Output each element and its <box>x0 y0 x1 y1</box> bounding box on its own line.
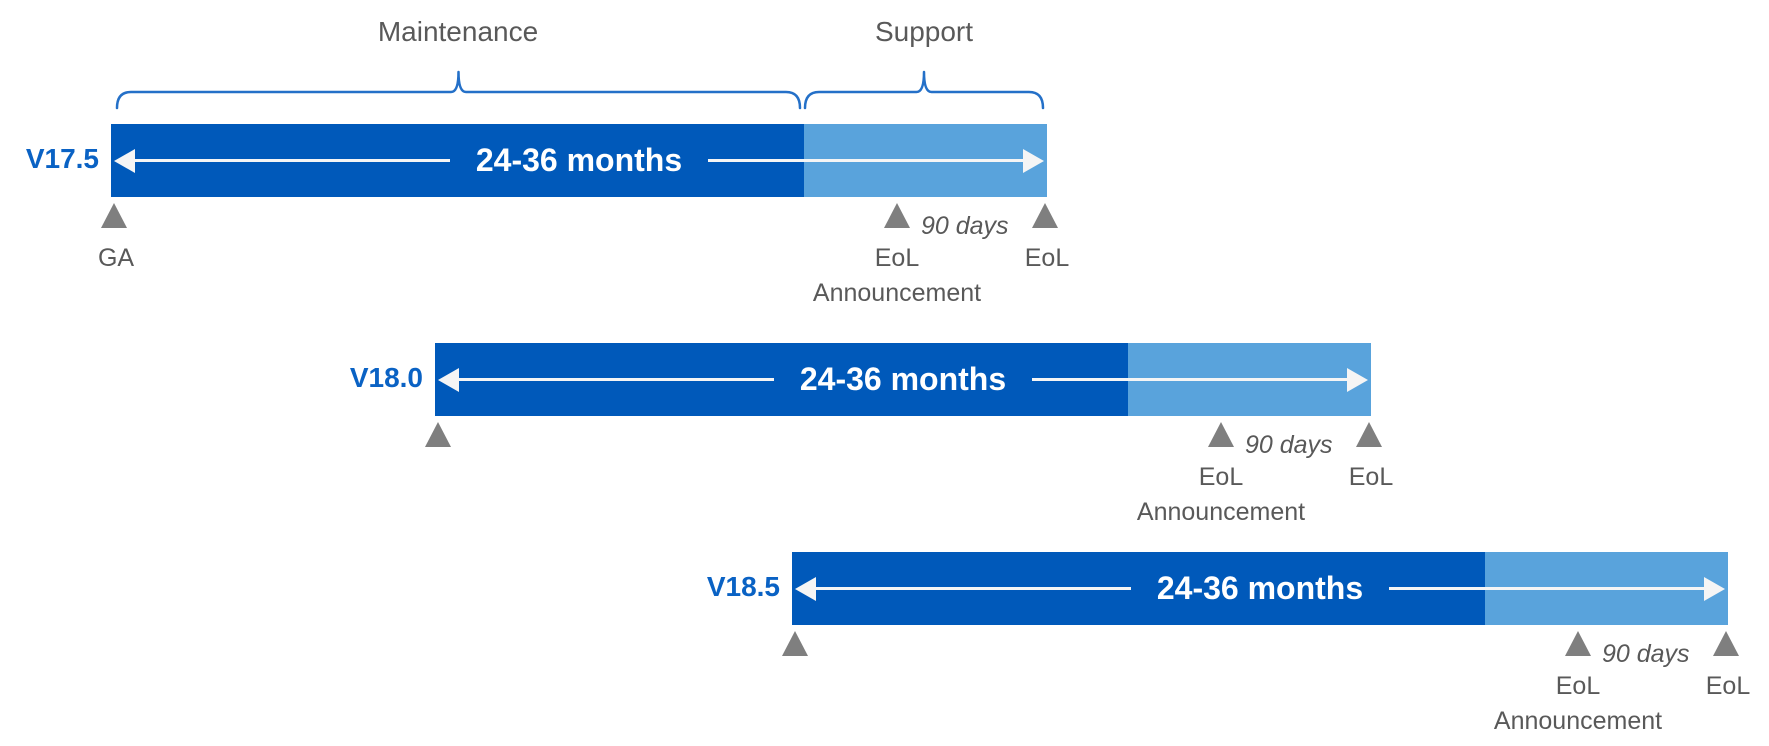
eol-announcement-label-line1: EoL <box>874 244 920 272</box>
eol-announcement-label-line2: Announcement <box>1493 707 1663 735</box>
eol-announcement-label-line1: EoL <box>1555 672 1601 700</box>
eol-announcement-label-line2: Announcement <box>1136 498 1306 526</box>
eol-announcement-label: EoL Announcement <box>1137 460 1305 530</box>
phase-braces <box>115 70 1045 110</box>
version-label: V18.5 <box>706 571 780 602</box>
eol-label: EoL <box>1024 244 1070 272</box>
eol-announcement-label-line2: Announcement <box>812 279 982 307</box>
eol-announcement-label: EoL Announcement <box>813 241 981 311</box>
arrow-left-icon <box>795 576 816 601</box>
eol-label: EoL <box>1705 672 1751 700</box>
arrow-right-icon <box>1704 576 1725 601</box>
version-label: V17.5 <box>25 143 99 174</box>
arrow-left-icon <box>438 367 459 392</box>
ga-marker-icon <box>425 422 451 447</box>
version-label: V18.0 <box>349 362 423 393</box>
eol-announcement-marker-icon <box>884 203 910 228</box>
eol-label: EoL <box>1348 463 1394 491</box>
ninety-days-label: 90 days <box>1245 431 1333 459</box>
ga-marker-icon <box>782 631 808 656</box>
duration-label: 24-36 months <box>1156 570 1364 606</box>
arrow-shaft-left <box>135 159 450 162</box>
duration-arrow: 24-36 months <box>792 552 1728 625</box>
ga-marker-icon <box>101 203 127 228</box>
arrow-shaft-left <box>816 587 1131 590</box>
duration-label: 24-36 months <box>799 361 1007 397</box>
eol-marker-icon <box>1032 203 1058 228</box>
eol-announcement-label-line1: EoL <box>1198 463 1244 491</box>
arrow-shaft-left <box>459 378 774 381</box>
duration-label: 24-36 months <box>475 142 683 178</box>
ga-label: GA <box>97 244 135 272</box>
arrow-left-icon <box>114 148 135 173</box>
arrow-shaft-right <box>1389 587 1704 590</box>
lifecycle-bar: 24-36 months <box>792 552 1728 625</box>
eol-announcement-marker-icon <box>1565 631 1591 656</box>
arrow-shaft-right <box>708 159 1023 162</box>
arrow-shaft-right <box>1032 378 1347 381</box>
eol-marker-icon <box>1713 631 1739 656</box>
arrow-right-icon <box>1023 148 1044 173</box>
support-brace <box>803 70 1045 110</box>
lifecycle-bar: 24-36 months <box>435 343 1371 416</box>
maintenance-phase-label: Maintenance <box>377 16 539 47</box>
duration-arrow: 24-36 months <box>435 343 1371 416</box>
ninety-days-label: 90 days <box>1602 640 1690 668</box>
arrow-right-icon <box>1347 367 1368 392</box>
lifecycle-bar: 24-36 months <box>111 124 1047 197</box>
eol-announcement-label: EoL Announcement <box>1494 669 1662 739</box>
duration-arrow: 24-36 months <box>111 124 1047 197</box>
maintenance-brace <box>115 70 802 110</box>
eol-announcement-marker-icon <box>1208 422 1234 447</box>
support-phase-label: Support <box>874 16 974 47</box>
ninety-days-label: 90 days <box>921 212 1009 240</box>
eol-marker-icon <box>1356 422 1382 447</box>
